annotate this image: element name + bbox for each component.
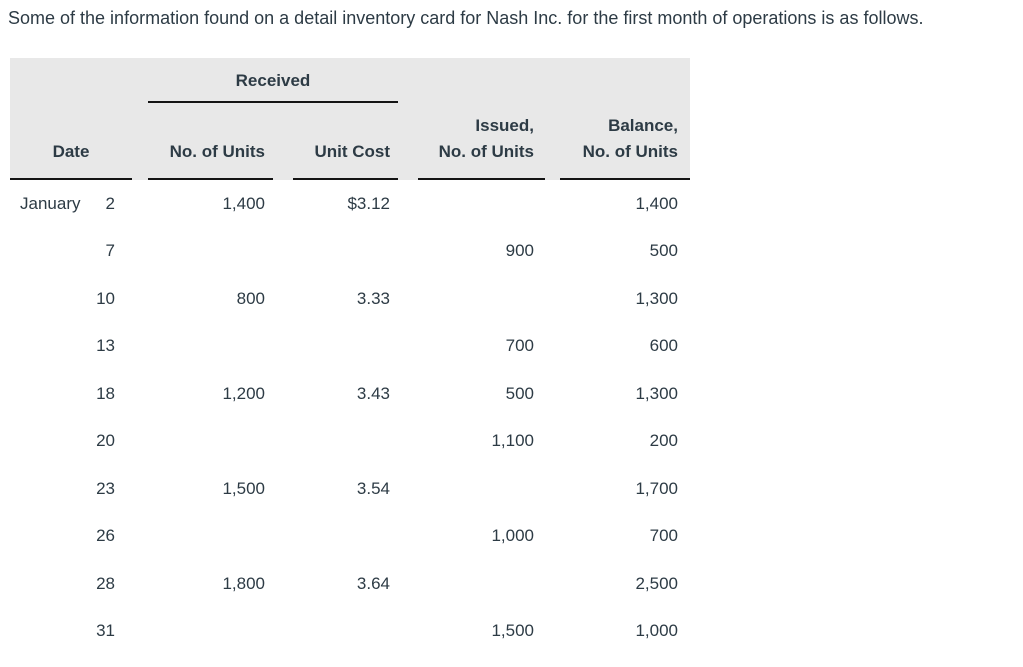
table-row: 18 1,200 3.43 500 1,300 [10, 370, 690, 418]
column-header-issued-line2: No. of Units [438, 142, 534, 161]
column-header-balance-line2: No. of Units [582, 142, 678, 161]
column-header-unit-cost: Unit Cost [293, 139, 398, 180]
date-day: 2 [105, 193, 115, 213]
table-row: 7 900 500 [10, 228, 690, 276]
column-header-received-units: No. of Units [148, 139, 273, 180]
inventory-card-table: Received Date No. of Units Unit Cost Iss… [10, 58, 690, 655]
received-units-cell: 1,400 [222, 193, 265, 213]
table-row: 20 1,100 200 [10, 418, 690, 466]
table-row: 10 800 3.33 1,300 [10, 275, 690, 323]
date-cell: 26 [10, 526, 132, 546]
date-cell: 23 [10, 479, 132, 499]
date-cell: 7 [10, 241, 132, 261]
column-header-row: Date No. of Units Unit Cost Issued, No. … [10, 103, 690, 180]
column-header-issued-line1: Issued, [475, 116, 534, 135]
table-row: 31 1,500 1,000 [10, 608, 690, 656]
balance-units-cell: 700 [649, 526, 678, 546]
table-header: Received Date No. of Units Unit Cost Iss… [10, 58, 690, 180]
group-header-received: Received [148, 72, 398, 103]
date-day: 18 [96, 383, 115, 403]
issued-units-cell: 500 [505, 383, 534, 403]
balance-units-cell: 1,300 [635, 383, 678, 403]
issued-units-cell: 900 [505, 241, 534, 261]
received-units-cell: 1,800 [222, 573, 265, 593]
table-body: January 2 1,400 $3.12 1,400 7 900 500 10… [10, 180, 690, 655]
balance-units-cell: 1,400 [635, 193, 678, 213]
received-units-cell: 1,200 [222, 383, 265, 403]
date-day: 23 [96, 478, 115, 498]
table-row: 28 1,800 3.64 2,500 [10, 560, 690, 608]
column-header-issued-units: Issued, No. of Units [418, 113, 545, 180]
date-day: 20 [96, 431, 115, 451]
date-day: 7 [105, 241, 115, 261]
received-units-cell: 800 [236, 288, 265, 308]
balance-units-cell: 1,000 [635, 621, 678, 641]
date-day: 31 [96, 621, 115, 641]
date-cell: 13 [10, 336, 132, 356]
balance-units-cell: 2,500 [635, 573, 678, 593]
received-units-cell: 1,500 [222, 478, 265, 498]
table-row: 26 1,000 700 [10, 513, 690, 561]
date-day: 13 [96, 336, 115, 356]
issued-units-cell: 1,500 [491, 621, 534, 641]
table-row: 23 1,500 3.54 1,700 [10, 465, 690, 513]
table-row: 13 700 600 [10, 323, 690, 371]
unit-cost-cell: 3.64 [356, 573, 390, 593]
problem-statement: Some of the information found on a detai… [8, 8, 924, 28]
date-day: 26 [96, 526, 115, 546]
column-header-date: Date [10, 139, 132, 180]
unit-cost-cell: $3.12 [347, 193, 390, 213]
issued-units-cell: 1,100 [491, 431, 534, 451]
unit-cost-cell: 3.33 [356, 288, 390, 308]
balance-units-cell: 1,700 [635, 478, 678, 498]
unit-cost-cell: 3.54 [356, 478, 390, 498]
date-day: 28 [96, 573, 115, 593]
balance-units-cell: 500 [649, 241, 678, 261]
table-row: January 2 1,400 $3.12 1,400 [10, 180, 690, 228]
date-cell: 20 [10, 431, 132, 451]
column-header-balance-units: Balance, No. of Units [560, 113, 690, 180]
balance-units-cell: 1,300 [635, 288, 678, 308]
column-header-balance-line1: Balance, [608, 116, 678, 135]
date-cell: 31 [10, 621, 132, 641]
balance-units-cell: 600 [649, 336, 678, 356]
date-day: 10 [96, 288, 115, 308]
date-cell: 28 [10, 574, 132, 594]
date-cell: January 2 [10, 194, 132, 214]
group-header-row: Received [10, 72, 690, 103]
issued-units-cell: 700 [505, 336, 534, 356]
date-month: January [20, 193, 81, 213]
unit-cost-cell: 3.43 [356, 383, 390, 403]
issued-units-cell: 1,000 [491, 526, 534, 546]
balance-units-cell: 200 [649, 431, 678, 451]
date-cell: 18 [10, 384, 132, 404]
date-cell: 10 [10, 289, 132, 309]
